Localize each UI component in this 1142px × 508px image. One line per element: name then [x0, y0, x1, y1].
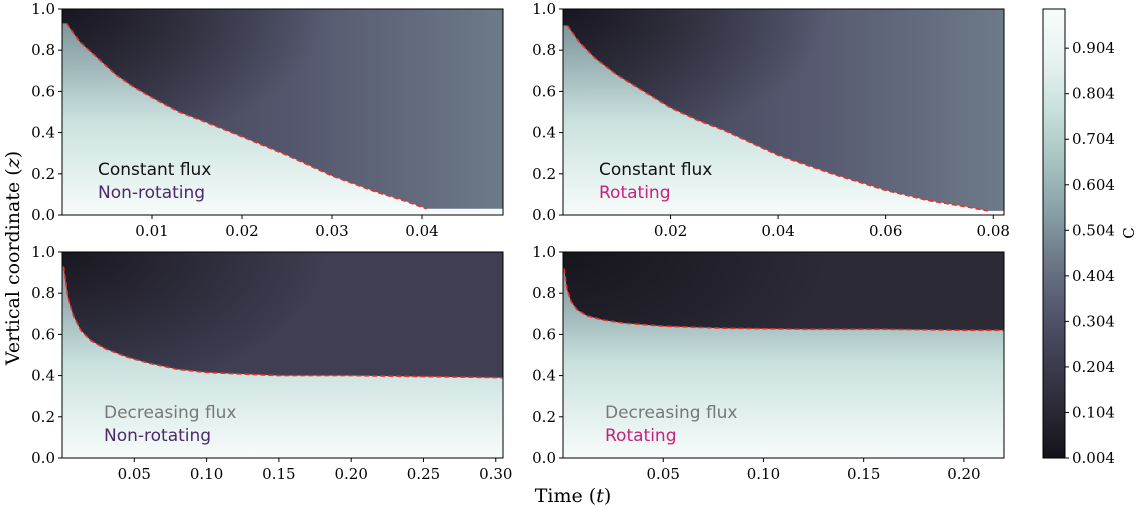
y-tick-label: 0.0 — [532, 206, 556, 224]
x-tick-label: 0.04 — [761, 222, 794, 240]
field-top-left — [62, 9, 503, 215]
field-lower — [62, 23, 503, 215]
rotation-label: Non-rotating — [104, 426, 211, 446]
colorbar-tick-label: 0.004 — [1072, 449, 1115, 467]
x-tick-label: 0.02 — [225, 222, 258, 240]
x-tick-label: 0.06 — [869, 222, 902, 240]
field-bottom-left — [62, 252, 503, 458]
y-tick-label: 0.8 — [31, 41, 55, 59]
interface-line — [62, 266, 503, 379]
panel-top-right: 0.0 0.2 0.4 0.6 0.8 1.0 0.02 0.04 0.06 0.08 Consta… — [532, 0, 1010, 240]
rotation-label: Rotating — [605, 426, 677, 446]
axes-frame — [562, 8, 1005, 216]
x-tick-label: 0.25 — [407, 465, 440, 483]
interface-line — [563, 268, 1004, 332]
panel-bottom-right: 0.0 0.2 0.4 0.6 0.8 1.0 0.05 0.10 0.15 0.20 Decrea… — [532, 243, 1005, 483]
y-tick-label: 1.0 — [532, 0, 556, 18]
axes-frame — [61, 8, 504, 216]
field-lower — [563, 25, 1004, 215]
x-tick-label: 0.10 — [747, 465, 780, 483]
colorbar-tick-label: 0.904 — [1072, 39, 1115, 57]
colorbar-label: C — [1120, 227, 1138, 238]
x-axis-title: Time (t) — [535, 485, 612, 507]
x-tick-label: 0.15 — [847, 465, 880, 483]
rotation-label: Non-rotating — [98, 183, 205, 203]
x-tick-label: 0.08 — [977, 222, 1010, 240]
colorbar-tick-label: 0.104 — [1072, 403, 1115, 421]
y-tick-label: 0.2 — [532, 165, 556, 183]
y-tick-label: 0.8 — [532, 41, 556, 59]
x-tick-label: 0.10 — [190, 465, 223, 483]
y-tick-label: 1.0 — [532, 243, 556, 261]
x-tick-label: 0.01 — [135, 222, 168, 240]
y-tick-label: 0.2 — [31, 408, 55, 426]
field-lower — [563, 268, 1004, 458]
panel-bottom-left: 0.0 0.2 0.4 0.6 0.8 1.0 0.05 0.10 0.15 0.20 0.25 0.… — [31, 243, 512, 483]
y-tick-label: 0.0 — [31, 449, 55, 467]
colorbar-tick-label: 0.704 — [1072, 130, 1115, 148]
x-tick-label: 0.30 — [479, 465, 512, 483]
x-tick-label: 0.02 — [654, 222, 687, 240]
flux-label: Decreasing flux — [104, 403, 236, 423]
y-axis-title-close: ) — [2, 151, 24, 158]
x-tick-label: 0.15 — [262, 465, 295, 483]
y-tick-label: 0.6 — [532, 82, 556, 100]
field-lower — [62, 266, 503, 458]
y-axis-title-var: z — [2, 157, 24, 169]
y-tick-label: 0.0 — [31, 206, 55, 224]
field-bottom-right — [563, 252, 1004, 458]
y-axis-title: Vertical coordinate (z) — [2, 151, 24, 366]
y-tick-label: 0.4 — [532, 124, 556, 142]
x-tick-label: 0.05 — [647, 465, 680, 483]
colorbar-tick-label: 0.404 — [1072, 267, 1115, 285]
x-tick-label: 0.20 — [334, 465, 367, 483]
flux-label: Decreasing flux — [605, 403, 737, 423]
y-tick-label: 0.6 — [31, 325, 55, 343]
colorbar-tick-label: 0.804 — [1072, 85, 1115, 103]
x-axis-title-main: Time ( — [535, 485, 596, 507]
x-tick-label: 0.05 — [118, 465, 151, 483]
y-tick-label: 1.0 — [31, 0, 55, 18]
interface-line — [566, 25, 989, 212]
y-tick-label: 0.4 — [31, 124, 55, 142]
y-tick-label: 0.2 — [31, 165, 55, 183]
field-top-right — [563, 9, 1004, 215]
flux-label: Constant flux — [98, 160, 211, 180]
y-tick-label: 0.4 — [532, 367, 556, 385]
y-tick-label: 0.8 — [532, 284, 556, 302]
colorbar-tick-label: 0.204 — [1072, 358, 1115, 376]
y-tick-label: 0.6 — [31, 82, 55, 100]
x-axis-title-var: t — [596, 485, 604, 507]
y-tick-label: 0.6 — [532, 325, 556, 343]
axes-frame — [562, 251, 1005, 459]
interface-line — [65, 22, 427, 210]
colorbar-tick-label: 0.304 — [1072, 312, 1115, 330]
colorbar-bar — [1042, 8, 1066, 459]
x-tick-label: 0.20 — [947, 465, 980, 483]
y-tick-label: 0.2 — [532, 408, 556, 426]
colorbar-tick-label: 0.604 — [1072, 176, 1115, 194]
flux-label: Constant flux — [599, 160, 712, 180]
x-tick-label: 0.03 — [315, 222, 348, 240]
y-tick-label: 0.4 — [31, 367, 55, 385]
x-axis-title-close: ) — [604, 485, 611, 507]
y-tick-label: 0.8 — [31, 284, 55, 302]
rotation-label: Rotating — [599, 183, 671, 203]
axes-frame — [61, 251, 504, 459]
panel-top-left: 0.0 0.2 0.4 0.6 0.8 1.0 0.01 0.02 0.03 0.04 Consta… — [31, 0, 504, 240]
y-axis-title-main: Vertical coordinate ( — [2, 168, 24, 366]
y-tick-label: 0.0 — [532, 449, 556, 467]
y-tick-label: 1.0 — [31, 243, 55, 261]
x-tick-label: 0.04 — [405, 222, 438, 240]
colorbar-tick-label: 0.504 — [1072, 221, 1115, 239]
